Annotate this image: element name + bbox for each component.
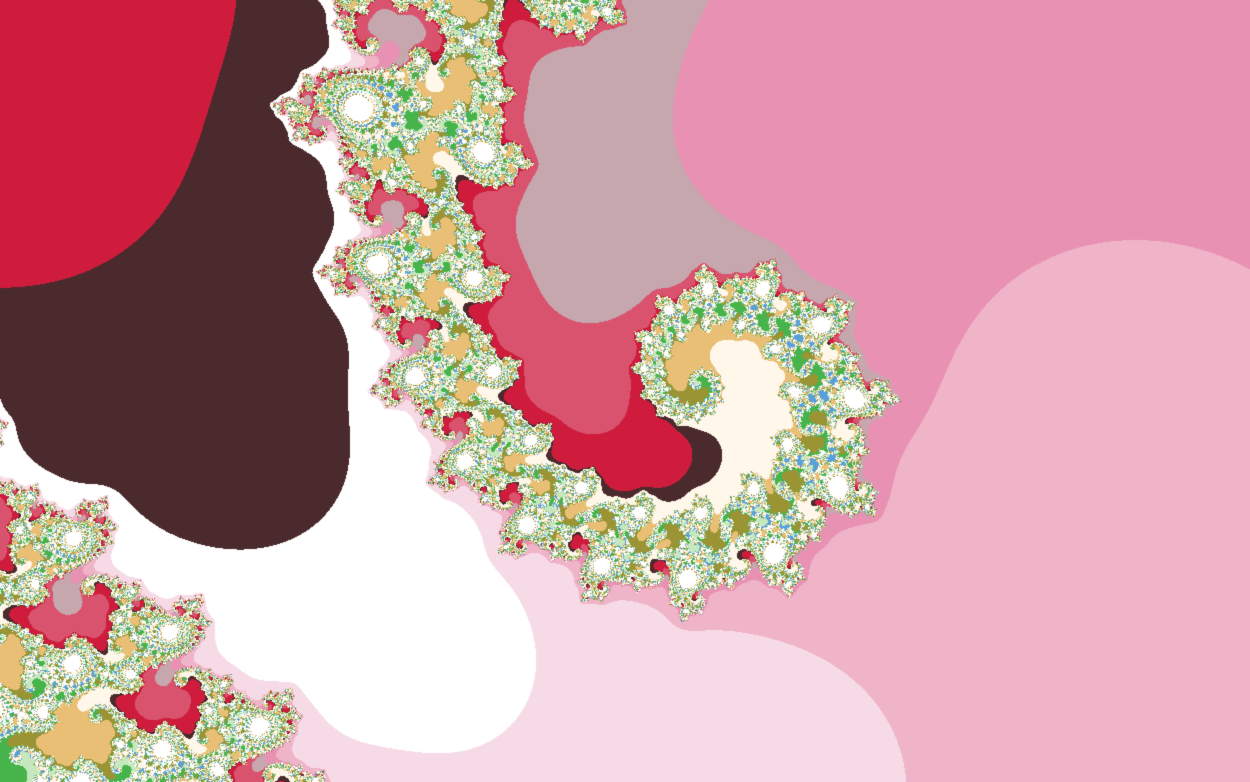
fractal-image	[0, 0, 1250, 782]
fractal-canvas	[0, 0, 1250, 782]
